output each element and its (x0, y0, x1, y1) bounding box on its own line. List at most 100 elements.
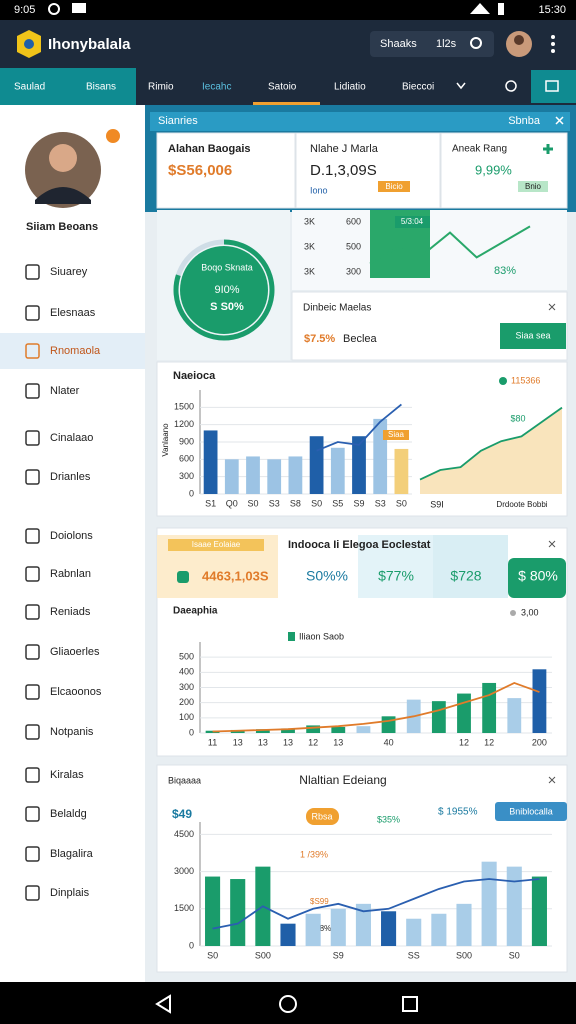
annotation: 1 /39% (300, 849, 328, 859)
close-icon[interactable] (548, 303, 556, 311)
tab[interactable]: Lidiatio (334, 82, 366, 93)
tab-indicator (253, 102, 320, 105)
search-box[interactable] (370, 31, 494, 57)
sidebar-icon (25, 684, 40, 700)
battery-icon (498, 3, 504, 15)
sidebar-item[interactable]: Belaldg (50, 808, 87, 820)
x-tick-label: S9I (430, 499, 444, 509)
sidebar-item[interactable]: Doiolons (50, 530, 93, 542)
axis-label: Vanlaano (161, 423, 170, 457)
tab[interactable]: Rimio (148, 82, 174, 93)
tab[interactable]: Bisans (86, 82, 116, 93)
sidebar-item[interactable]: Elesnaas (50, 307, 96, 319)
dinbeic-button[interactable] (500, 323, 566, 349)
search-count: 1l2s (436, 38, 457, 50)
tab[interactable]: Saulad (14, 82, 45, 93)
area (420, 407, 562, 494)
sidebar-item[interactable]: Gliaoerles (50, 646, 100, 658)
bar (532, 669, 547, 733)
tile (508, 558, 566, 598)
bar (280, 923, 296, 946)
bar (224, 459, 239, 494)
card-value: $S56,006 (168, 162, 232, 179)
y-tick-label: 600 (179, 454, 194, 464)
bar (330, 908, 346, 946)
sidebar-item[interactable]: Rabnlan (50, 568, 91, 580)
x-tick-label: S5 (332, 498, 343, 508)
annotation: $ 1955% (438, 807, 478, 818)
y-tick-label: 0 (189, 488, 194, 498)
mini-badge: 5/3:04 (401, 217, 424, 226)
nav-home[interactable] (279, 995, 297, 1013)
x-tick-label: 13 (283, 737, 293, 747)
section-title: Indooca Ii Elegoa Eoclestat (288, 539, 431, 551)
status-bar (0, 0, 576, 20)
trend-line (316, 403, 402, 452)
bar (352, 436, 366, 494)
sidebar-item[interactable]: Reniads (50, 606, 91, 618)
mini-line (369, 225, 531, 265)
tab[interactable]: Bieccoi (402, 82, 434, 93)
y-tick-label: 3000 (174, 866, 194, 876)
tile (278, 535, 358, 598)
x-tick-label: 12 (484, 737, 494, 747)
search-text: Shaaks (380, 38, 417, 50)
bar (355, 903, 371, 946)
menu-button[interactable] (551, 35, 555, 53)
trend-line (212, 878, 540, 930)
x-tick-label: S00 (456, 950, 472, 960)
summary-action[interactable]: Sbnba (508, 115, 541, 127)
sidebar-item[interactable]: Cinalaao (50, 432, 93, 444)
dinbeic-title: Dinbeic Maelas (303, 303, 371, 314)
bar (431, 701, 446, 733)
nav-back[interactable] (155, 994, 171, 1014)
tile-value: 4463,1,03S (202, 568, 269, 583)
tab-action-icon (545, 80, 559, 92)
badge: Rbsa (311, 811, 332, 821)
mini-row-text: 3K (304, 266, 315, 276)
chart-title: Daeaphia (173, 606, 218, 617)
card-label: Nlahe J Marla (310, 143, 379, 155)
sidebar-icon (25, 604, 40, 620)
sidebar-active (0, 333, 145, 369)
sidebar-item[interactable]: Drianles (50, 471, 91, 483)
tab[interactable]: Satoio (268, 82, 297, 93)
card-value: D.1,3,09S (310, 162, 377, 179)
nav-recent[interactable] (402, 996, 418, 1012)
tab[interactable]: Iecahc (202, 82, 231, 93)
bar (507, 698, 522, 733)
y-tick-label: 0 (189, 727, 194, 737)
section-button[interactable] (495, 802, 567, 821)
x-tick-label: Q0 (226, 498, 238, 508)
sidebar-item[interactable]: Nlater (50, 385, 80, 397)
sidebar-item[interactable]: Elcaoonos (50, 686, 102, 698)
mini-row-text: 3K (304, 216, 315, 226)
sidebar-item[interactable]: Siuarey (50, 266, 88, 278)
tab-search[interactable] (505, 80, 517, 92)
gauge-sub: S S0% (210, 301, 244, 313)
dinbeic-label: Beclea (343, 333, 378, 345)
close-icon[interactable] (548, 776, 556, 784)
sidebar-item[interactable]: Kiralas (50, 769, 84, 781)
bar (456, 903, 472, 946)
bar (394, 448, 409, 494)
x-tick-label: 12 (308, 737, 318, 747)
tile-label: Isaae Eolaiae (192, 540, 241, 549)
close-icon[interactable] (548, 540, 556, 548)
sidebar-icon (25, 724, 40, 740)
search-icon[interactable] (470, 37, 482, 49)
chart-title: Naeioca (173, 370, 216, 382)
x-tick-label: 200 (532, 737, 547, 747)
sidebar-item[interactable]: Rnomaola (50, 345, 101, 357)
gauge-label: Boqo Sknata (201, 262, 253, 272)
sidebar-item[interactable]: Dinplais (50, 887, 90, 899)
close-icon[interactable] (555, 116, 564, 125)
tab-action[interactable] (531, 70, 576, 103)
sidebar-item[interactable]: Blagalira (50, 848, 94, 860)
bar (203, 430, 218, 494)
legend-swatch (288, 632, 295, 641)
tab-chevron[interactable] (456, 82, 466, 90)
bar (531, 876, 547, 946)
y-tick-label: 100 (179, 712, 194, 722)
sidebar-item[interactable]: Notpanis (50, 726, 94, 738)
